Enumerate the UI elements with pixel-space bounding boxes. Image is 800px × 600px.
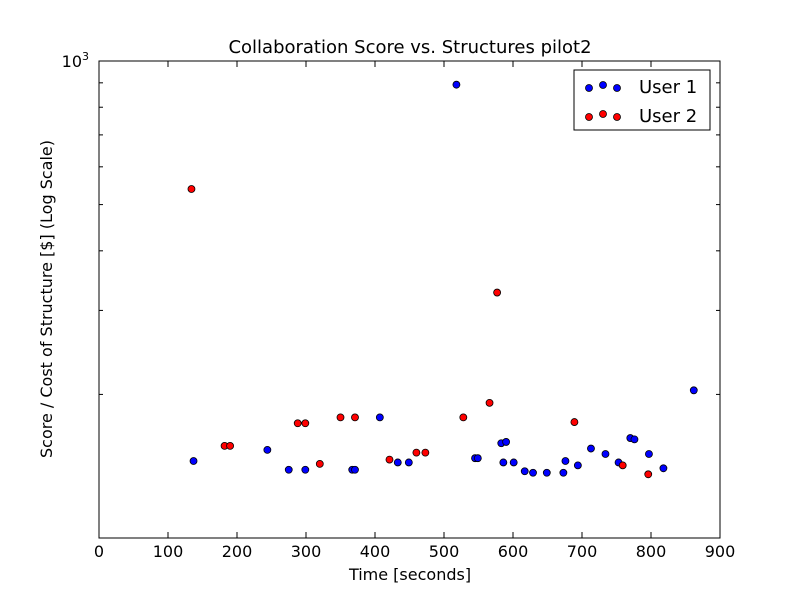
data-point-series-2 bbox=[351, 413, 359, 422]
data-point-series-1 bbox=[573, 461, 582, 470]
data-point-series-2 bbox=[570, 418, 579, 426]
data-point-series-1 bbox=[502, 438, 511, 446]
legend: User 1 User 2 bbox=[573, 69, 711, 131]
x-tick-label: 600 bbox=[498, 542, 529, 561]
legend-label: User 1 bbox=[639, 77, 697, 98]
x-tick-label: 300 bbox=[291, 542, 322, 561]
data-point-series-1 bbox=[559, 468, 568, 477]
data-point-series-1 bbox=[284, 465, 293, 474]
data-point-series-1 bbox=[645, 450, 653, 458]
legend-marker bbox=[613, 84, 621, 92]
data-point-series-2 bbox=[412, 448, 421, 457]
data-point-series-2 bbox=[644, 470, 653, 479]
data-point-series-2 bbox=[301, 419, 310, 428]
data-point-series-2 bbox=[293, 419, 302, 428]
data-point-series-1 bbox=[351, 465, 359, 474]
data-point-series-2 bbox=[459, 413, 468, 422]
data-point-series-1 bbox=[601, 450, 610, 458]
data-point-series-2 bbox=[493, 288, 502, 297]
chart-title: Collaboration Score vs. Structures pilot… bbox=[228, 37, 591, 58]
data-point-series-1 bbox=[404, 458, 413, 467]
data-point-series-2 bbox=[315, 460, 324, 468]
data-point-series-1 bbox=[499, 458, 508, 467]
data-point-series-1 bbox=[509, 458, 518, 467]
y-tick-label: 103 bbox=[62, 50, 89, 71]
legend-label: User 2 bbox=[639, 106, 697, 127]
legend-marker bbox=[613, 113, 621, 121]
x-axis-label: Time [seconds] bbox=[348, 565, 471, 584]
data-point-series-1 bbox=[189, 457, 198, 465]
x-tick-label: 0 bbox=[94, 542, 104, 561]
data-point-series-1 bbox=[659, 464, 668, 473]
data-point-series-2 bbox=[187, 185, 196, 193]
axis-ticks: 0 100 200 300 400 500 600 700 800 900 103 bbox=[62, 50, 736, 561]
data-point-series-1 bbox=[473, 454, 482, 463]
data-point-series-1 bbox=[561, 457, 570, 465]
data-point-series-1 bbox=[375, 413, 384, 422]
data-point-series-1 bbox=[542, 468, 551, 477]
data-point-series-1 bbox=[529, 468, 537, 477]
data-point-series-1 bbox=[689, 386, 698, 395]
legend-marker bbox=[599, 110, 607, 118]
data-point-series-1 bbox=[301, 465, 310, 474]
plot-frame bbox=[98, 60, 721, 539]
data-point-series-2 bbox=[385, 455, 394, 464]
x-tick-label: 400 bbox=[360, 542, 391, 561]
data-point-series-2 bbox=[485, 398, 494, 407]
x-tick-label: 700 bbox=[567, 542, 598, 561]
data-points bbox=[187, 80, 698, 479]
data-point-series-1 bbox=[263, 446, 272, 454]
data-point-series-1 bbox=[587, 444, 595, 453]
x-tick-label: 500 bbox=[429, 542, 460, 561]
data-point-series-2 bbox=[618, 461, 627, 470]
data-point-series-2 bbox=[336, 413, 345, 422]
data-point-series-1 bbox=[393, 458, 402, 467]
x-tick-label: 800 bbox=[636, 542, 667, 561]
legend-marker bbox=[585, 84, 593, 92]
x-tick-label: 100 bbox=[153, 542, 184, 561]
data-point-series-1 bbox=[520, 467, 529, 476]
data-point-series-1 bbox=[452, 80, 461, 89]
x-tick-label: 200 bbox=[222, 542, 253, 561]
legend-box bbox=[573, 69, 711, 131]
x-tick-label: 900 bbox=[705, 542, 736, 561]
y-axis-label: Score / Cost of Structure [$] (Log Scale… bbox=[37, 140, 56, 458]
data-point-series-1 bbox=[630, 435, 639, 444]
legend-marker bbox=[585, 113, 593, 121]
legend-marker bbox=[599, 81, 607, 89]
data-point-series-2 bbox=[226, 441, 235, 450]
data-point-series-2 bbox=[421, 448, 430, 457]
